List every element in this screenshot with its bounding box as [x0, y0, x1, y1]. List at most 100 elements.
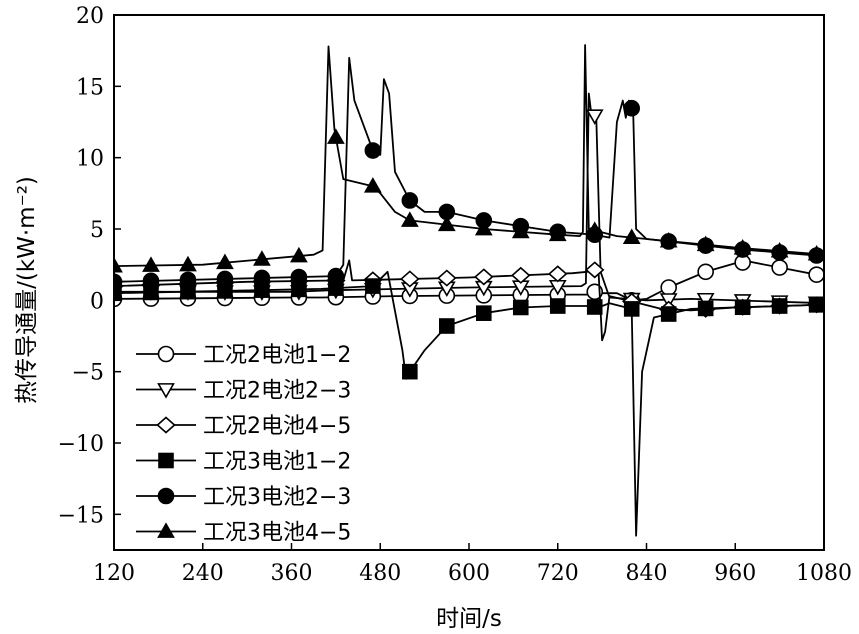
- legend-label: 工况2电池4−5: [203, 414, 351, 439]
- series-6-marker: [290, 246, 308, 263]
- legend-marker: [158, 452, 174, 469]
- y-tick-label: 10: [76, 147, 104, 172]
- series-4-marker: [402, 363, 418, 380]
- series-2-line: [114, 92, 824, 305]
- legend-item-2: 工况2电池2−3: [136, 379, 351, 404]
- series-3-marker: [400, 270, 420, 288]
- series-4-marker: [586, 299, 603, 315]
- x-tick-label: 1080: [796, 561, 852, 586]
- x-axis-title: 时间/s: [436, 606, 502, 632]
- y-tick-label: 0: [90, 289, 104, 314]
- legend-marker: [157, 487, 175, 505]
- y-tick-label: −15: [58, 503, 104, 528]
- series-1-marker: [771, 259, 788, 276]
- series-5-marker: [327, 267, 345, 285]
- legend-marker: [157, 522, 175, 538]
- y-tick-label: 5: [90, 218, 104, 243]
- series-3-marker: [511, 266, 531, 284]
- legend-marker: [156, 416, 176, 434]
- series-5-line: [114, 56, 824, 283]
- series-6: [114, 44, 824, 273]
- series-6-marker: [511, 222, 530, 239]
- series-4-marker: [808, 297, 824, 313]
- legend-label: 工况3电池4−5: [203, 521, 351, 546]
- series-5: [114, 56, 824, 291]
- legend-marker: [157, 383, 175, 399]
- series-layer: [114, 44, 824, 537]
- y-tick-label: 20: [76, 4, 104, 29]
- x-tick-label: 120: [93, 561, 135, 586]
- legend-item-6: 工况3电池4−5: [136, 521, 351, 546]
- series-3-marker: [585, 261, 605, 279]
- series-2-marker: [659, 293, 678, 309]
- x-tick-label: 360: [271, 561, 313, 586]
- series-3-marker: [548, 265, 568, 283]
- series-5-marker: [216, 270, 234, 288]
- series-5-marker: [253, 269, 271, 287]
- series-4-marker: [549, 298, 566, 314]
- series-4: [114, 270, 824, 537]
- legend-item-3: 工况2电池4−5: [136, 414, 351, 439]
- series-2-marker: [696, 292, 715, 309]
- legend-item-4: 工况3电池1−2: [136, 450, 351, 475]
- series-6-marker: [770, 242, 789, 258]
- x-tick-label: 720: [537, 561, 579, 586]
- series-1-marker: [808, 266, 824, 283]
- legend: 工况2电池1−2 工况2电池2−3 工况2电池4−5 工况3电池1−2 工况3电池2−3…: [136, 343, 351, 546]
- series-4-marker: [660, 306, 677, 322]
- series-6-marker: [622, 228, 641, 244]
- series-6-marker: [253, 250, 271, 266]
- tick-layer: 120 240 360 480 600 720 840 960 1080 20 15 10 5 0 −5 −1…: [58, 4, 852, 586]
- series-1-marker: [660, 279, 677, 296]
- x-tick-label: 840: [626, 561, 668, 586]
- x-tick-label: 600: [448, 561, 490, 586]
- series-6-marker: [585, 221, 604, 237]
- legend-label: 工况2电池2−3: [203, 379, 351, 404]
- legend-label: 工况3电池2−3: [203, 485, 351, 510]
- x-tick-label: 480: [359, 561, 401, 586]
- series-6-line: [114, 44, 824, 267]
- legend-label: 工况2电池1−2: [203, 343, 351, 368]
- y-axis-title: 热传导通量/(kW·m⁻²): [14, 176, 40, 404]
- series-6-marker: [696, 235, 715, 252]
- series-5-marker: [623, 99, 641, 117]
- series-6-marker: [659, 232, 678, 248]
- series-2-marker: [585, 109, 604, 125]
- legend-marker: [157, 345, 175, 363]
- series-4-marker: [697, 300, 714, 317]
- series-6-marker: [326, 128, 345, 144]
- series-4-marker: [365, 278, 381, 294]
- series-4-marker: [439, 318, 455, 334]
- series-6-marker: [179, 255, 197, 272]
- series-6-marker: [437, 215, 456, 232]
- series-4-marker: [734, 299, 751, 316]
- series-5-marker: [290, 268, 308, 286]
- legend-label: 工况3电池1−2: [203, 450, 351, 475]
- series-6-marker: [474, 219, 493, 236]
- x-tick-label: 960: [714, 561, 756, 586]
- y-tick-label: −10: [58, 432, 104, 457]
- series-5-marker: [142, 272, 160, 290]
- series-6-marker: [400, 211, 419, 227]
- series-4-marker: [771, 298, 788, 314]
- legend-item-5: 工况3电池2−3: [136, 485, 351, 510]
- series-6-marker: [216, 253, 234, 270]
- y-tick-label: 15: [76, 75, 104, 100]
- series-6-marker: [548, 225, 567, 242]
- series-4-marker: [623, 301, 640, 317]
- series-3-marker: [437, 269, 457, 287]
- series-6-marker: [114, 256, 123, 273]
- series-5-marker: [114, 273, 123, 291]
- series-5-marker: [364, 142, 382, 159]
- series-3-marker: [474, 268, 494, 286]
- series-4-marker: [475, 305, 492, 321]
- series-6-marker: [733, 239, 752, 255]
- series-4-marker: [114, 285, 122, 302]
- x-tick-label: 240: [182, 561, 224, 586]
- legend-item-1: 工况2电池1−2: [136, 343, 351, 368]
- series-5-marker: [401, 192, 419, 209]
- series-6-marker: [807, 244, 824, 261]
- series-5-marker: [179, 271, 197, 289]
- y-tick-label: −5: [72, 361, 104, 386]
